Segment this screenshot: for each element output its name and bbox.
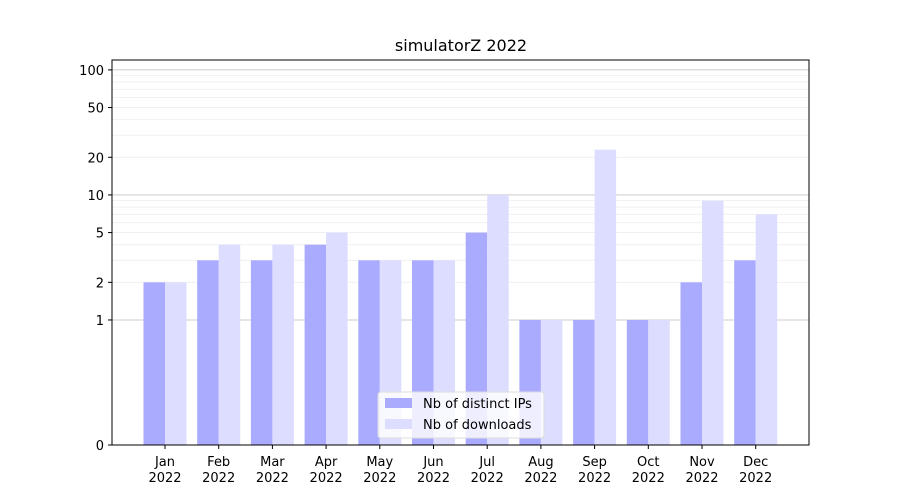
bar: [626, 319, 649, 445]
grid-lines: [112, 69, 809, 321]
y-axis: 0 1 2 5 10 20 50 100: [79, 64, 112, 454]
bar: [358, 260, 380, 445]
bar: [218, 244, 241, 445]
bar: [165, 282, 187, 445]
x-tick-label: Nov 2022: [685, 455, 718, 486]
legend-label: Nb of downloads: [423, 418, 532, 433]
legend: Nb of distinct IPs Nb of downloads: [377, 391, 545, 439]
bar: [326, 232, 348, 445]
bar: [594, 149, 617, 446]
y-tick-label: 0: [96, 439, 104, 454]
plot-frame: [111, 59, 810, 446]
bar: [540, 319, 563, 445]
legend-label: Nb of distinct IPs: [423, 397, 532, 412]
x-tick-label: Dec 2022: [739, 455, 772, 486]
bar: [250, 260, 273, 445]
bar: [755, 214, 778, 445]
y-tick-label: 1: [96, 314, 104, 329]
bar: [573, 319, 595, 445]
chart-title: simulatorZ 2022: [395, 36, 527, 55]
x-tick-label: May 2022: [363, 455, 396, 486]
x-tick-label: Feb 2022: [202, 455, 235, 486]
bar: [487, 194, 509, 445]
bar: [702, 200, 724, 445]
y-tick-label: 20: [87, 151, 104, 166]
legend-box: [377, 391, 545, 439]
x-tick-label: Sep 2022: [578, 455, 611, 486]
y-tick-label: 2: [96, 276, 104, 291]
legend-swatch: [385, 419, 412, 429]
bar: [143, 282, 165, 445]
bar: [304, 244, 327, 445]
y-tick-label: 100: [79, 64, 104, 79]
bar: [272, 244, 294, 445]
legend-swatch: [385, 398, 412, 408]
x-tick-label: Jul 2022: [471, 455, 504, 486]
bar: [197, 260, 219, 445]
x-tick-label: Oct 2022: [632, 455, 665, 486]
x-tick-label: Apr 2022: [310, 455, 343, 486]
x-tick-label: Jan 2022: [148, 455, 181, 486]
x-tick-label: Aug 2022: [524, 455, 557, 486]
bar: [734, 260, 756, 445]
x-axis: Jan 2022 Feb 2022 Mar 2022 Apr 2022 May 2022 Jun 20…: [148, 445, 772, 486]
x-tick-label: Mar 2022: [256, 455, 289, 486]
y-tick-label: 10: [87, 189, 104, 204]
y-tick-label: 50: [87, 102, 104, 117]
bar: [680, 282, 702, 445]
x-tick-label: Jun 2022: [417, 455, 450, 486]
y-tick-label: 5: [96, 227, 104, 242]
bar: [648, 319, 670, 445]
